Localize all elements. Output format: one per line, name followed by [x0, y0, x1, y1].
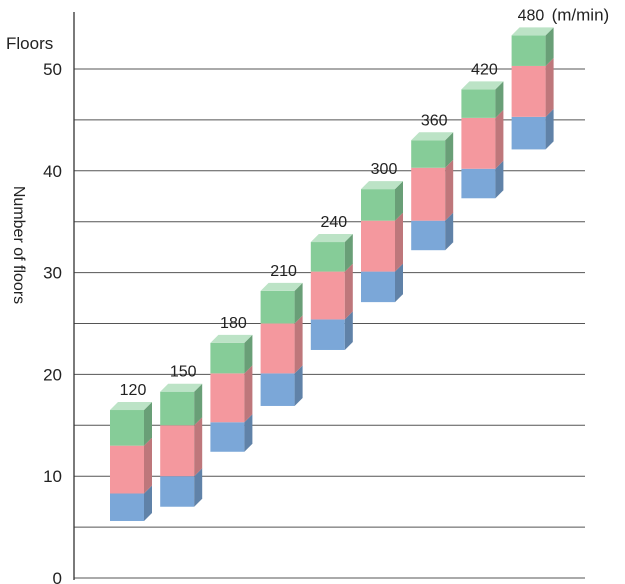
bar-side-lower [545, 108, 554, 150]
y-tick-label: 50 [43, 60, 62, 79]
bar-side-lower [445, 212, 454, 251]
bar-top-cap [361, 181, 403, 190]
y-tick-label: 40 [43, 162, 62, 181]
y-tick-label: 10 [43, 467, 62, 486]
bar-top-cap [160, 383, 203, 392]
bars [110, 27, 554, 521]
y-tick-label: 0 [53, 569, 62, 584]
bar-segment-lower [260, 373, 295, 406]
bar-side-middle [244, 365, 253, 423]
bar-side-middle [294, 315, 303, 374]
bar-top-cap [411, 132, 454, 141]
bar-480 [511, 27, 554, 150]
bar-side-middle [344, 263, 353, 320]
bar-side-lower [144, 485, 152, 521]
bar-segment-middle [361, 220, 395, 272]
bar-top-cap [461, 81, 504, 90]
bar-segment-lower [361, 271, 395, 303]
bar-segment-upper [310, 242, 345, 272]
bar-segment-lower [461, 168, 496, 199]
bar-side-upper [445, 132, 454, 168]
bar-180 [210, 334, 253, 452]
bar-300 [361, 181, 403, 303]
bar-side-lower [344, 311, 353, 350]
bar-side-lower [495, 160, 504, 199]
bar-label: 360 [421, 112, 448, 129]
speed-unit-label: (m/min) [552, 5, 610, 24]
bar-side-upper [344, 234, 353, 272]
y-tick-label: 30 [43, 264, 62, 283]
bar-segment-upper [511, 35, 546, 66]
bar-420 [461, 81, 504, 199]
bar-side-middle [194, 417, 203, 477]
bar-segment-middle [511, 65, 546, 117]
bar-label: 180 [220, 315, 247, 332]
bar-segment-upper [361, 189, 395, 221]
bar-segment-upper [411, 140, 446, 168]
bar-top-cap [110, 402, 152, 411]
bar-segment-middle [310, 271, 345, 320]
bar-side-upper [495, 81, 504, 118]
bar-segment-upper [160, 391, 195, 426]
y-unit-label: Floors [6, 34, 53, 53]
bar-label: 210 [270, 263, 297, 280]
bar-label: 300 [371, 161, 398, 178]
bar-side-upper [144, 402, 152, 446]
bar-segment-middle [160, 425, 195, 477]
bar-segment-lower [511, 116, 546, 150]
bar-segment-middle [260, 323, 295, 374]
bar-segment-middle [210, 373, 245, 423]
bar-top-cap [260, 282, 303, 291]
bar-labels: 120 150 180 210 240 300 360 420 480 [120, 7, 545, 399]
bar-segment-middle [110, 445, 144, 494]
bar-side-upper [244, 334, 253, 374]
bar-top-cap [210, 334, 253, 343]
bar-segment-lower [411, 220, 446, 251]
y-tick-label: 20 [43, 365, 62, 384]
bar-segment-upper [461, 89, 496, 118]
bar-side-middle [445, 159, 454, 221]
bar-segment-lower [210, 422, 245, 452]
bar-label: 420 [471, 61, 498, 78]
bar-side-upper [294, 282, 303, 324]
bar-label: 240 [320, 214, 347, 231]
bar-side-lower [244, 414, 253, 452]
bar-top-cap [511, 27, 554, 36]
bar-side-upper [194, 383, 203, 426]
y-tick-labels: 0 10 20 30 40 50 [43, 60, 62, 584]
bar-360 [411, 132, 454, 251]
bar-side-middle [144, 437, 152, 494]
bar-210 [260, 282, 303, 406]
bar-side-upper [545, 27, 554, 66]
bar-segment-upper [110, 410, 144, 446]
bar-top-cap [310, 234, 353, 243]
bar-segment-upper [210, 342, 245, 374]
bar-segment-upper [260, 290, 295, 324]
bar-side-middle [545, 57, 554, 117]
bar-label: 150 [170, 364, 197, 381]
bar-segment-lower [310, 319, 345, 350]
bar-segment-lower [110, 493, 144, 521]
bar-side-lower [194, 468, 203, 507]
bar-120 [110, 402, 152, 521]
bar-side-middle [495, 109, 504, 169]
y-axis-title: Number of floors [10, 186, 27, 304]
bar-segment-lower [160, 476, 195, 507]
bar-side-upper [395, 181, 403, 221]
bar-side-lower [395, 263, 403, 303]
bar-segment-middle [461, 117, 496, 169]
bar-segment-middle [411, 167, 446, 221]
bar-240 [310, 234, 353, 350]
bar-side-middle [395, 212, 403, 272]
bar-label: 120 [120, 382, 147, 399]
bar-side-lower [294, 365, 303, 406]
bar-150 [160, 383, 203, 507]
bar-label: 480 [518, 7, 545, 24]
